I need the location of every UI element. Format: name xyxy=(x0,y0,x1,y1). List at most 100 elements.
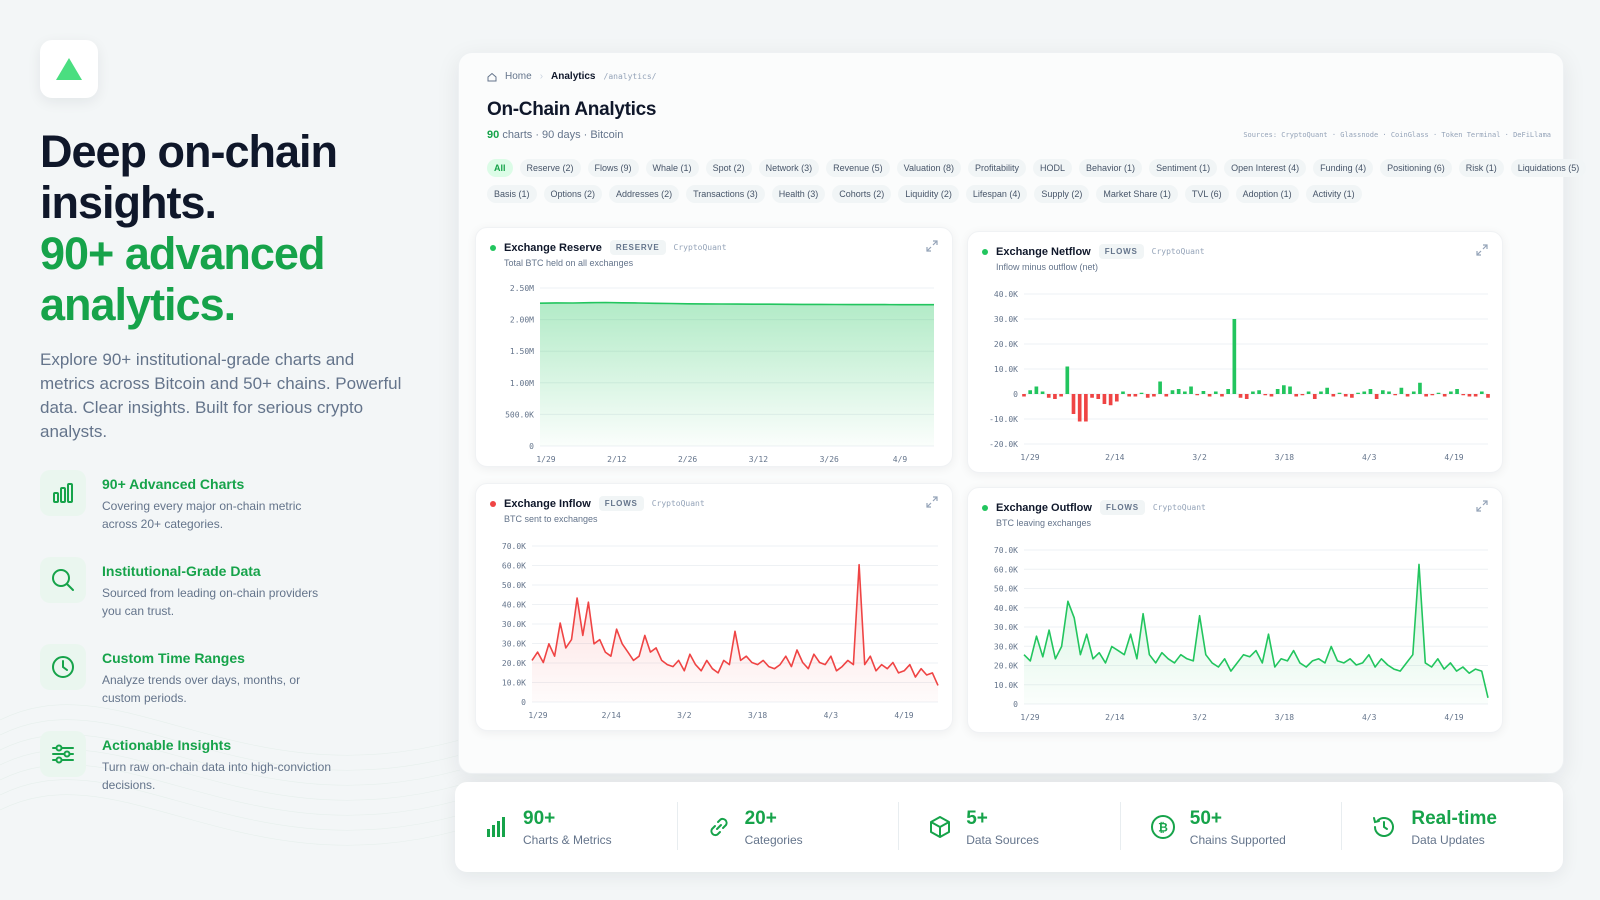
y-tick-label: 0 xyxy=(1013,700,1018,709)
brand-logo[interactable] xyxy=(40,40,98,98)
x-tick-label: 4/19 xyxy=(1444,453,1463,462)
hero-section: Deep on-chain insights. 90+ advanced ana… xyxy=(40,40,410,818)
x-tick-label: 4/3 xyxy=(1362,713,1377,722)
category-filter-row-2: Basis (1) Options (2) Addresses (2) Transac… xyxy=(487,185,1362,203)
y-tick-label: 50.0K xyxy=(502,581,526,590)
feature-item: Custom Time Ranges Analyze trends over d… xyxy=(40,644,410,707)
stat-value: Real-time xyxy=(1411,807,1497,829)
chart-card-exchange-outflow[interactable]: Exchange Outflow FLOWS CryptoQuant BTC l… xyxy=(967,487,1503,733)
category-chip[interactable]: Profitability xyxy=(968,159,1027,177)
breadcrumb-separator: › xyxy=(539,71,544,82)
y-tick-label: 500.0K xyxy=(505,410,534,419)
breadcrumb-home[interactable]: Home xyxy=(505,71,532,82)
netflow-bar xyxy=(1096,394,1101,399)
category-chip[interactable]: Sentiment (1) xyxy=(1149,159,1218,177)
category-chip[interactable]: Transactions (3) xyxy=(686,185,765,203)
status-dot xyxy=(490,500,496,507)
breadcrumb: Home › Analytics /analytics/ xyxy=(487,71,656,82)
y-tick-label: 20.0K xyxy=(994,662,1018,671)
netflow-bar xyxy=(1257,390,1261,394)
category-chip[interactable]: Positioning (6) xyxy=(1380,159,1452,177)
chart-source: CryptoQuant xyxy=(1152,503,1206,512)
chart-card-exchange-netflow[interactable]: Exchange Netflow FLOWS CryptoQuant Inflo… xyxy=(967,231,1503,473)
chart-card-exchange-inflow[interactable]: Exchange Inflow FLOWS CryptoQuant BTC se… xyxy=(475,483,953,731)
category-chip[interactable]: Flows (9) xyxy=(587,159,639,177)
y-tick-label: 60.0K xyxy=(502,562,526,571)
netflow-bar xyxy=(1189,386,1193,394)
netflow-bar xyxy=(1350,394,1354,398)
status-dot xyxy=(982,504,988,511)
y-tick-label: 0 xyxy=(521,698,526,707)
netflow-bar xyxy=(1393,394,1398,396)
category-chip[interactable]: Valuation (8) xyxy=(896,159,961,177)
category-chip[interactable]: Reserve (2) xyxy=(519,159,581,177)
breadcrumb-current[interactable]: Analytics xyxy=(551,71,596,82)
bitcoin-icon: ₿ xyxy=(1150,815,1175,839)
category-chip[interactable]: Market Share (1) xyxy=(1096,185,1178,203)
feature-title: Institutional-Grade Data xyxy=(102,563,261,579)
category-chip[interactable]: Revenue (5) xyxy=(826,159,890,177)
expand-icon[interactable] xyxy=(1476,500,1488,512)
exchange-netflow-chart: 40.0K 30.0K 20.0K 10.0K 0 -10.0K -20.0K1/29 2/1… xyxy=(989,290,1490,462)
y-tick-label: -10.0K xyxy=(989,415,1018,424)
feature-description: Sourced from leading on-chain providers … xyxy=(102,586,319,618)
chart-title: Exchange Outflow xyxy=(996,501,1092,514)
stat-item: Real-time Data Updates xyxy=(1341,801,1563,850)
category-chip[interactable]: Whale (1) xyxy=(645,159,699,177)
netflow-bar xyxy=(1102,394,1107,404)
category-chip[interactable]: Funding (4) xyxy=(1313,159,1374,177)
x-tick-label: 3/18 xyxy=(1275,453,1294,462)
y-tick-label: 30.0K xyxy=(502,620,526,629)
chart-title: Exchange Inflow xyxy=(504,497,591,510)
netflow-bar xyxy=(1461,394,1466,396)
netflow-bar xyxy=(1269,394,1274,397)
netflow-bar xyxy=(1139,392,1144,394)
category-chip[interactable]: Spot (2) xyxy=(705,159,752,177)
category-chip[interactable]: Liquidity (2) xyxy=(898,185,959,203)
category-chip[interactable]: Options (2) xyxy=(543,185,603,203)
netflow-bar xyxy=(1455,389,1459,394)
netflow-bar xyxy=(1263,394,1268,396)
x-tick-label: 3/2 xyxy=(677,711,692,720)
x-tick-label: 1/29 xyxy=(1020,453,1039,462)
category-chip[interactable]: Basis (1) xyxy=(487,185,537,203)
category-chip[interactable]: Behavior (1) xyxy=(1079,159,1143,177)
category-chip[interactable]: All xyxy=(487,159,513,177)
chart-title: Exchange Reserve xyxy=(504,241,602,254)
category-chip[interactable]: Supply (2) xyxy=(1034,185,1090,203)
netflow-bar xyxy=(1294,394,1299,397)
category-chip[interactable]: Open Interest (4) xyxy=(1224,159,1307,177)
category-chip[interactable]: Risk (1) xyxy=(1458,159,1504,177)
netflow-bar xyxy=(1071,394,1076,414)
category-chip[interactable]: Lifespan (4) xyxy=(965,185,1028,203)
category-chip[interactable]: HODL xyxy=(1033,159,1073,177)
category-chip[interactable]: TVL (6) xyxy=(1184,185,1229,203)
hero-lead: Explore 90+ institutional-grade charts a… xyxy=(40,350,402,441)
chart-tag: FLOWS xyxy=(1099,500,1145,515)
category-chip[interactable]: Cohorts (2) xyxy=(832,185,892,203)
category-chip[interactable]: Liquidations (5) xyxy=(1510,159,1587,177)
expand-icon[interactable] xyxy=(926,240,938,252)
expand-icon[interactable] xyxy=(926,496,938,508)
category-chip[interactable]: Health (3) xyxy=(771,185,826,203)
y-tick-label: 20.0K xyxy=(502,659,526,668)
category-chip[interactable]: Activity (1) xyxy=(1305,185,1362,203)
x-tick-label: 1/29 xyxy=(536,455,555,464)
chart-card-exchange-reserve[interactable]: Exchange Reserve RESERVE CryptoQuant Tot… xyxy=(475,227,953,467)
netflow-bar xyxy=(1405,394,1410,397)
category-chip[interactable]: Addresses (2) xyxy=(609,185,680,203)
hero-headline: Deep on-chain insights. 90+ advanced ana… xyxy=(40,126,410,330)
cube-icon xyxy=(930,816,951,838)
y-tick-label: -20.0K xyxy=(989,440,1018,449)
search-icon xyxy=(40,557,86,603)
category-chip[interactable]: Network (3) xyxy=(758,159,820,177)
netflow-bar xyxy=(1065,366,1070,394)
stat-label: Chains Supported xyxy=(1189,832,1286,847)
feature-title: 90+ Advanced Charts xyxy=(102,476,245,492)
chart-source: CryptoQuant xyxy=(1151,247,1205,256)
status-dot xyxy=(490,244,496,251)
expand-icon[interactable] xyxy=(1476,244,1488,256)
category-chip[interactable]: Adoption (1) xyxy=(1235,185,1299,203)
y-tick-label: 40.0K xyxy=(502,601,526,610)
netflow-bar xyxy=(1430,394,1435,396)
